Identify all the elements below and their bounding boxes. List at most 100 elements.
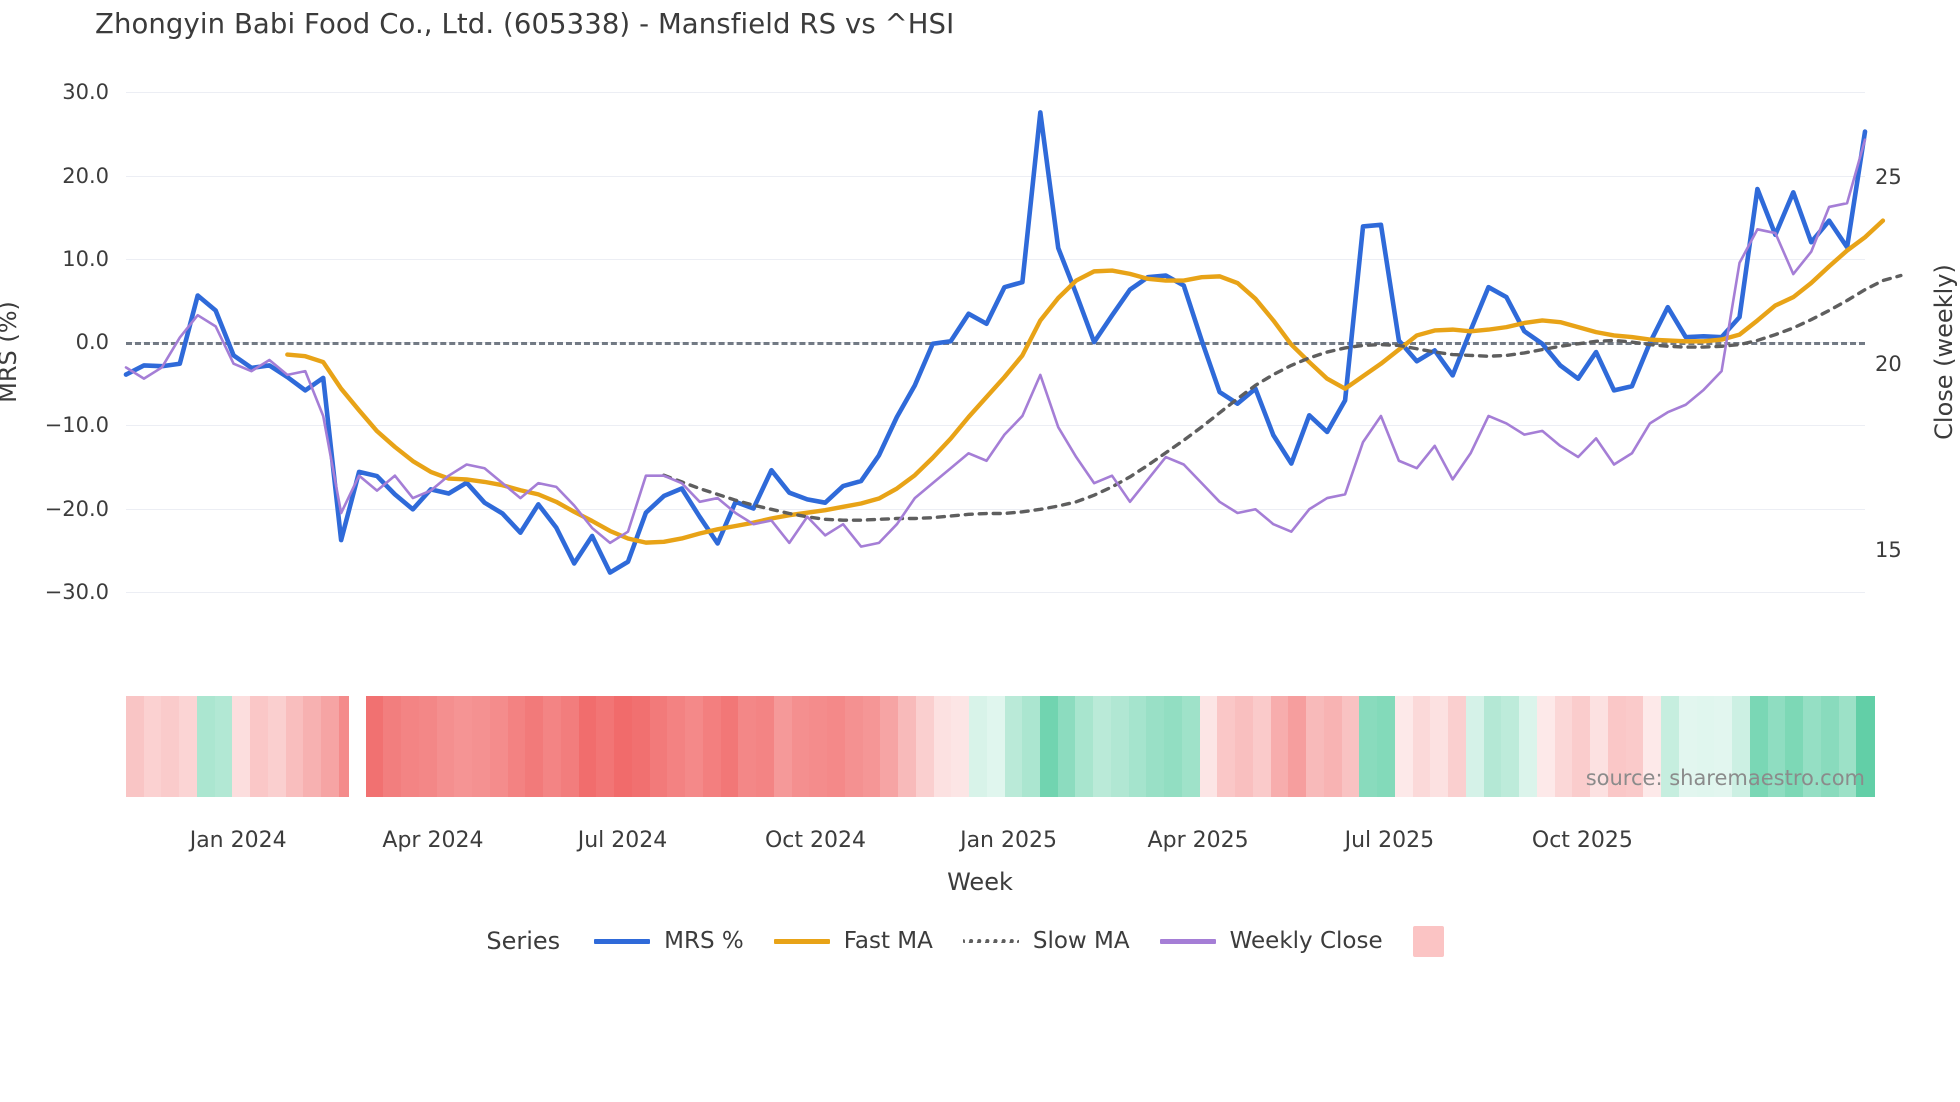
heat-cell <box>1235 696 1254 797</box>
heat-cell <box>1181 696 1201 797</box>
heat-cell <box>436 696 455 797</box>
legend-label: MRS % <box>664 928 744 954</box>
legend-entry[interactable] <box>1412 925 1444 957</box>
heat-cell <box>898 696 917 797</box>
heat-cell <box>1164 696 1183 797</box>
heat-cell <box>1749 696 1769 797</box>
heat-cell <box>267 696 287 797</box>
heat-cell <box>685 696 704 797</box>
heat-cell <box>143 696 163 797</box>
heat-cell <box>649 696 668 797</box>
chart-legend: Series MRS % Fast MA Slow MA Weekly Close <box>0 918 1960 964</box>
heat-cell <box>1377 696 1396 797</box>
heat-cell <box>756 696 775 797</box>
heat-cell <box>880 696 899 797</box>
heat-cell <box>285 696 305 797</box>
heat-cell <box>1785 696 1804 797</box>
heat-cell <box>951 696 970 797</box>
heat-cell <box>338 696 349 797</box>
heat-cell <box>1341 696 1360 797</box>
heat-cell <box>454 696 473 797</box>
heat-cell <box>614 696 633 797</box>
heat-cell <box>1394 696 1414 797</box>
legend-label: Weekly Close <box>1229 928 1383 954</box>
gridline <box>126 508 1865 510</box>
legend-entry[interactable]: MRS % <box>594 928 744 954</box>
x-axis-tick: Jul 2024 <box>577 828 668 853</box>
gridline <box>126 92 1865 94</box>
heat-cell <box>250 696 269 797</box>
relative-strength-heat-strip <box>126 696 1875 797</box>
heat-cell <box>1607 696 1627 797</box>
x-axis-tick: Oct 2024 <box>764 828 867 853</box>
y-axis-tick-left: 30.0 <box>62 80 109 105</box>
y-axis-tick-right: 20 <box>1875 351 1902 376</box>
heat-cell <box>1572 696 1591 797</box>
heat-cell <box>196 696 216 797</box>
heat-cell <box>720 696 739 797</box>
series-line-weekly-close <box>124 138 1867 548</box>
legend-entry[interactable]: Weekly Close <box>1159 928 1383 954</box>
legend-label: Slow MA <box>1032 928 1130 954</box>
y-axis-tick-left: 10.0 <box>62 246 109 271</box>
heat-cell <box>1536 696 1556 797</box>
y-axis-tick-left: −30.0 <box>44 579 109 604</box>
heat-cell <box>126 696 145 797</box>
series-lines <box>123 110 1903 575</box>
heat-cell <box>1838 696 1857 797</box>
heat-cell <box>1430 696 1449 797</box>
x-axis-tick: Jul 2025 <box>1344 828 1435 853</box>
heat-cell <box>969 696 988 797</box>
heat-cell <box>418 696 438 797</box>
heat-cell <box>596 696 615 797</box>
heat-cell <box>809 696 828 797</box>
gridline <box>126 425 1865 427</box>
heat-cell <box>1022 696 1041 797</box>
heat-cell <box>915 696 935 797</box>
heat-cell <box>401 696 420 797</box>
heat-cell <box>472 696 491 797</box>
legend-entry[interactable]: Slow MA <box>962 928 1130 954</box>
heat-cell <box>303 696 322 797</box>
heat-cell <box>365 696 384 797</box>
legend-entry[interactable]: Fast MA <box>773 928 933 954</box>
x-axis-tick: Apr 2025 <box>1147 828 1249 853</box>
zero-reference-line <box>126 342 1865 346</box>
legend-swatch-icon <box>594 938 651 944</box>
y-axis-tick-left: 20.0 <box>62 163 109 188</box>
heat-cell <box>1678 696 1698 797</box>
heat-cell <box>321 696 340 797</box>
source-attribution: source: sharemaestro.com <box>1585 766 1865 790</box>
heat-cell <box>1323 696 1343 797</box>
heat-cell <box>1359 696 1378 797</box>
heat-cell <box>1483 696 1502 797</box>
heat-cell <box>1820 696 1840 797</box>
heat-cell <box>1590 696 1609 797</box>
heat-cell <box>1465 696 1485 797</box>
heat-cell <box>1661 696 1680 797</box>
heat-cell <box>560 696 580 797</box>
heat-cell <box>1501 696 1520 797</box>
heat-cell <box>1643 696 1662 797</box>
heat-cell <box>933 696 952 797</box>
heat-cell <box>507 696 526 797</box>
heat-cell <box>383 696 402 797</box>
heat-cell <box>1004 696 1023 797</box>
heat-cell <box>161 696 180 797</box>
heat-cell <box>1625 696 1644 797</box>
heat-cell <box>862 696 881 797</box>
legend-label: Fast MA <box>843 928 933 954</box>
x-axis-tick: Jan 2025 <box>960 828 1057 853</box>
legend-swatch-icon <box>962 939 1019 943</box>
heat-cell <box>1146 696 1165 797</box>
heat-cell <box>1448 696 1467 797</box>
heat-cell <box>1093 696 1112 797</box>
heat-cell <box>1554 696 1573 797</box>
series-line-slow-ma <box>662 273 1903 522</box>
heat-cell <box>1767 696 1786 797</box>
heat-cell <box>1128 696 1148 797</box>
x-axis-tick: Apr 2024 <box>382 828 484 853</box>
heat-cell <box>1732 696 1751 797</box>
legend-swatch-icon <box>1412 925 1444 957</box>
